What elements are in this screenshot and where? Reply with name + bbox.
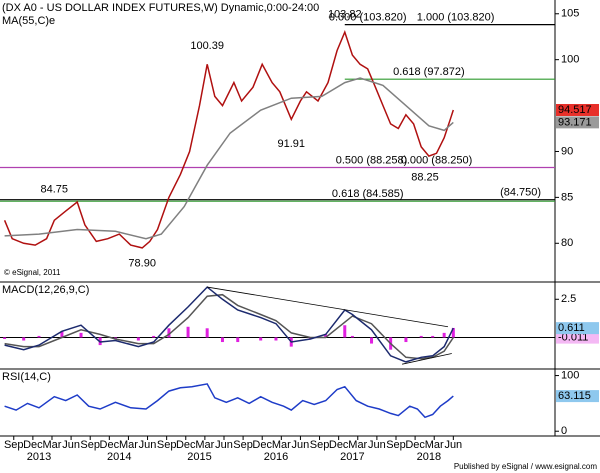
histogram-bar	[419, 335, 423, 338]
histogram-bar	[274, 337, 278, 341]
histogram-bar	[113, 337, 117, 339]
year-label: 2017	[340, 451, 364, 463]
histogram-bar	[22, 337, 26, 341]
copyright: © eSignal, 2011	[4, 268, 61, 277]
x-tick-label: Sep	[233, 439, 253, 451]
rsi-title: RSI(14,C)	[2, 371, 51, 383]
histogram-bar	[442, 332, 446, 338]
value-box-label: 63.115	[558, 390, 591, 402]
value-box	[556, 331, 599, 344]
trendline	[207, 286, 449, 328]
x-tick-label: Jun	[139, 439, 157, 451]
x-tick-label: Jun	[444, 439, 462, 451]
histogram-bar	[37, 335, 41, 338]
level-label: 0.500 (88.258)	[336, 154, 408, 166]
series-line	[4, 286, 454, 363]
level-label: 1.000 (103.820)	[417, 12, 495, 24]
x-tick-label: Dec	[176, 439, 196, 451]
histogram-bar	[205, 328, 209, 338]
year-label: 2018	[417, 451, 441, 463]
value-box	[556, 104, 599, 117]
y-tick-label: 0	[561, 425, 567, 437]
histogram-bar	[350, 335, 354, 338]
histogram-bar	[79, 332, 83, 338]
x-tick-label: Jun	[368, 439, 386, 451]
level-label: 0.618 (97.872)	[393, 66, 465, 78]
histogram-bar	[236, 337, 240, 343]
x-tick-label: Sep	[80, 439, 100, 451]
histogram-bar	[324, 334, 328, 338]
x-tick-label: Mar	[425, 439, 444, 451]
x-tick-label: Mar	[43, 439, 62, 451]
value-box-label: 94.517	[558, 104, 592, 116]
value-box-label: -0.011	[558, 332, 588, 344]
price-annotation: 103.82	[328, 9, 362, 21]
x-tick-label: Sep	[4, 439, 24, 451]
year-label: 2014	[107, 451, 131, 463]
histogram-bar	[152, 335, 156, 338]
histogram-bar	[220, 337, 224, 343]
series-line	[4, 77, 454, 240]
ma-label: MA(55,C)e	[2, 15, 55, 27]
x-tick-label: Sep	[386, 439, 406, 451]
value-box	[556, 390, 599, 403]
value-box-label: 93.171	[558, 116, 592, 128]
price-annotation: 88.25	[411, 171, 439, 183]
level-label: 0.000 (103.820)	[329, 12, 407, 24]
histogram-bar	[186, 326, 190, 338]
price-annotation: 78.90	[128, 257, 156, 269]
x-tick-label: Dec	[405, 439, 425, 451]
price-annotation: 100.39	[190, 40, 224, 52]
y-tick-label: 90	[561, 145, 573, 157]
year-label: 2016	[264, 451, 288, 463]
x-tick-label: Jun	[62, 439, 80, 451]
series-line	[4, 293, 454, 360]
x-tick-label: Jun	[215, 439, 233, 451]
level-label: (84.750)	[500, 187, 541, 199]
histogram-bar	[404, 337, 408, 343]
x-tick-label: Dec	[329, 439, 349, 451]
histogram-bar	[167, 328, 171, 338]
x-tick-label: Dec	[23, 439, 43, 451]
x-tick-label: Mar	[195, 439, 214, 451]
year-label: 2013	[27, 451, 51, 463]
value-box	[556, 322, 599, 335]
price-annotation: 84.75	[41, 184, 69, 196]
x-tick-label: Jun	[292, 439, 310, 451]
value-box	[556, 116, 599, 129]
chart-title: (DX A0 - US DOLLAR INDEX FUTURES,W) Dyna…	[2, 2, 319, 14]
x-tick-label: Dec	[252, 439, 272, 451]
histogram-bar	[259, 337, 263, 341]
x-tick-label: Sep	[157, 439, 177, 451]
x-tick-label: Mar	[272, 439, 291, 451]
price-annotation: 91.91	[277, 138, 305, 150]
value-box-label: 0.611	[558, 322, 585, 334]
y-tick-label: 100	[561, 369, 579, 381]
footer: Published by eSignal / www.esignal.com	[454, 462, 598, 471]
y-tick-label: 85	[561, 191, 573, 203]
level-label: 0.000 (88.250)	[401, 154, 473, 166]
histogram-bar	[343, 325, 347, 338]
histogram-bar	[431, 335, 435, 338]
histogram-bar	[370, 337, 374, 344]
histogram-bar	[451, 327, 455, 338]
histogram-bar	[136, 337, 140, 341]
y-tick-label: 100	[561, 54, 579, 66]
y-tick-label: 80	[561, 237, 573, 249]
series-line	[4, 383, 454, 419]
macd-title: MACD(12,26,9,C)	[2, 284, 89, 296]
histogram-bar	[60, 331, 64, 338]
level-label: 0.618 (84.585)	[332, 188, 404, 200]
y-tick-label: 105	[561, 8, 579, 20]
histogram-bar	[3, 337, 7, 339]
y-tick-label: 2.5	[561, 293, 576, 305]
x-tick-label: Mar	[348, 439, 367, 451]
x-tick-label: Mar	[119, 439, 138, 451]
trendline	[402, 353, 452, 365]
year-label: 2015	[187, 451, 211, 463]
x-tick-label: Sep	[310, 439, 330, 451]
x-tick-label: Dec	[100, 439, 120, 451]
